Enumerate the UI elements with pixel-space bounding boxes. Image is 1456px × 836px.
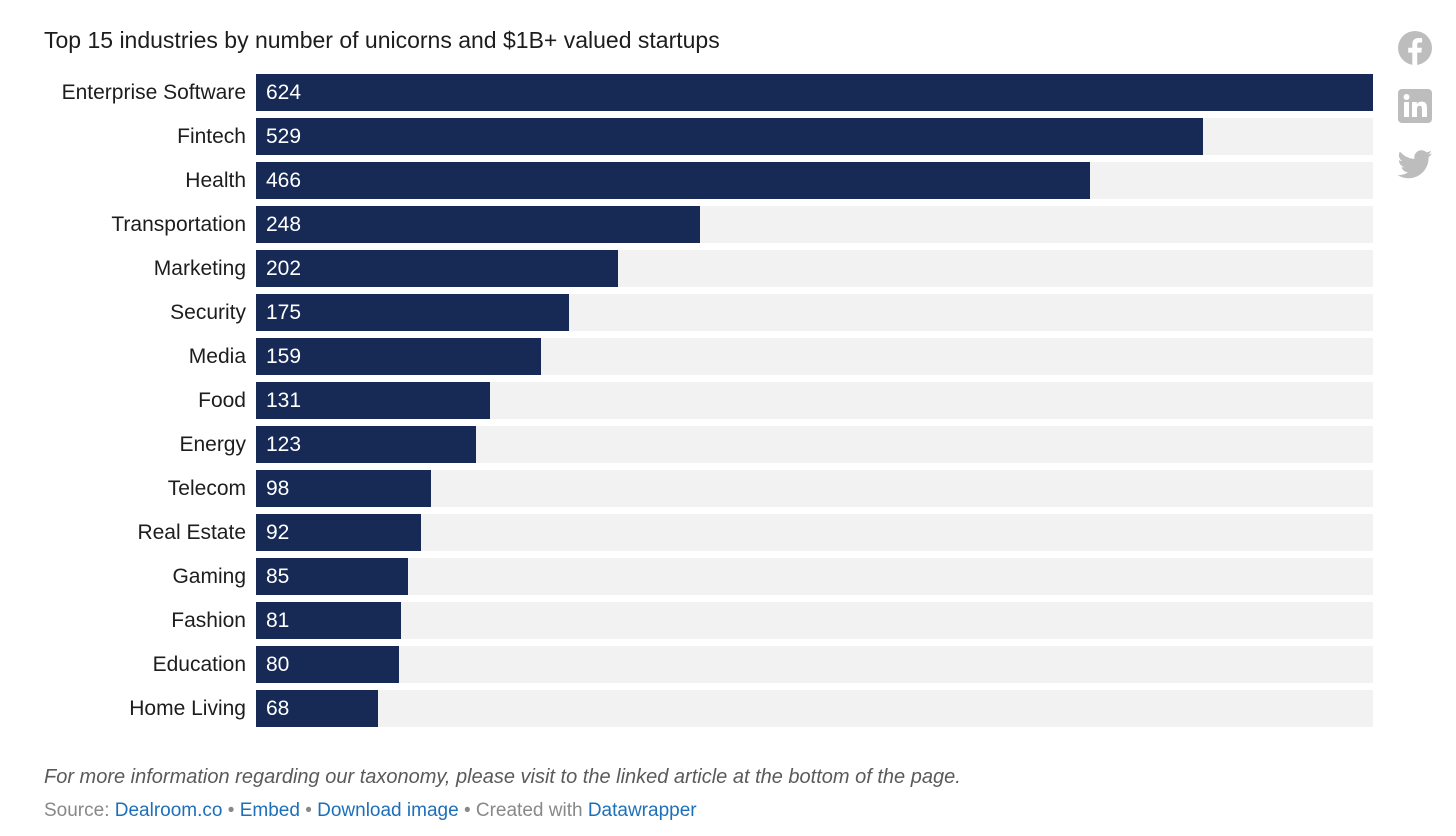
chart-row: Home Living 68 [0,690,1456,727]
bar-track: 131 [256,382,1373,419]
bar-track: 85 [256,558,1373,595]
category-label: Security [170,301,246,324]
facebook-share-button[interactable] [1397,30,1433,66]
twitter-share-button[interactable] [1397,146,1433,182]
bar: 466 [256,162,1090,199]
category-label: Transportation [111,213,246,236]
taxonomy-note: For more information regarding our taxon… [44,766,961,788]
bar-track: 159 [256,338,1373,375]
bar-value-label: 248 [266,213,302,236]
chart-row: Fintech 529 [0,118,1456,155]
bar-value-label: 68 [266,697,290,720]
bar: 175 [256,294,569,331]
bar-track: 466 [256,162,1373,199]
chart-footer: Source: Dealroom.co • Embed • Download i… [44,797,697,825]
bar-value-label: 98 [266,477,290,500]
category-label: Energy [179,433,246,456]
bar: 248 [256,206,700,243]
chart-row: Energy 123 [0,426,1456,463]
bar: 159 [256,338,541,375]
bar: 85 [256,558,408,595]
bar: 624 [256,74,1373,111]
category-label: Fashion [171,609,246,632]
bar: 202 [256,250,618,287]
bar: 68 [256,690,378,727]
source-prefix: Source: [44,800,110,821]
chart-row: Education 80 [0,646,1456,683]
bar-track: 92 [256,514,1373,551]
footer-separator: • [305,800,312,821]
category-label: Food [198,389,246,412]
category-label: Telecom [167,477,246,500]
chart-row: Enterprise Software 624 [0,74,1456,111]
category-label: Home Living [129,697,246,720]
bar-track: 80 [256,646,1373,683]
bar-value-label: 529 [266,125,302,148]
bar-value-label: 466 [266,169,302,192]
chart-row: Transportation 248 [0,206,1456,243]
chart-row: Security 175 [0,294,1456,331]
chart-row: Real Estate 92 [0,514,1456,551]
bar-track: 529 [256,118,1373,155]
bar: 98 [256,470,431,507]
footer-separator: • [227,800,235,821]
bar-track: 248 [256,206,1373,243]
chart-title: Top 15 industries by number of unicorns … [44,27,720,53]
chart-row: Telecom 98 [0,470,1456,507]
bar-track: 624 [256,74,1373,111]
chart-row: Gaming 85 [0,558,1456,595]
bar-track: 98 [256,470,1373,507]
bar: 92 [256,514,421,551]
bar-track: 81 [256,602,1373,639]
facebook-icon [1398,31,1432,65]
datawrapper-link[interactable]: Datawrapper [587,800,697,821]
bar-value-label: 80 [266,653,290,676]
bar: 529 [256,118,1203,155]
bar-track: 202 [256,250,1373,287]
chart-row: Fashion 81 [0,602,1456,639]
download-image-link[interactable]: Download image [317,800,459,821]
category-label: Enterprise Software [61,81,246,104]
linkedin-share-button[interactable] [1397,88,1433,124]
linkedin-icon [1398,89,1432,123]
bar-track: 68 [256,690,1373,727]
bar-value-label: 131 [266,389,302,412]
bar: 80 [256,646,399,683]
bar-value-label: 624 [266,81,302,104]
embed-link[interactable]: Embed [239,800,300,821]
source-link[interactable]: Dealroom.co [114,800,223,821]
bar-value-label: 81 [266,609,290,632]
category-label: Real Estate [137,521,246,544]
category-label: Health [185,169,246,192]
bar-value-label: 175 [266,301,302,324]
bar: 123 [256,426,476,463]
created-with-text: Created with [475,800,583,821]
bar-value-label: 202 [266,257,302,280]
bar: 81 [256,602,401,639]
chart-row: Marketing 202 [0,250,1456,287]
category-label: Fintech [177,125,246,148]
bar-value-label: 123 [266,433,302,456]
footer-separator: • [463,800,471,821]
bar-value-label: 92 [266,521,290,544]
category-label: Media [188,345,246,368]
category-label: Education [152,653,246,676]
chart-row: Media 159 [0,338,1456,375]
chart-row: Food 131 [0,382,1456,419]
bar-track: 175 [256,294,1373,331]
category-label: Gaming [172,565,246,588]
bar: 131 [256,382,490,419]
bar-track: 123 [256,426,1373,463]
bar-value-label: 159 [266,345,302,368]
twitter-icon [1397,150,1433,179]
category-label: Marketing [153,257,246,280]
bar-value-label: 85 [266,565,290,588]
chart-row: Health 466 [0,162,1456,199]
